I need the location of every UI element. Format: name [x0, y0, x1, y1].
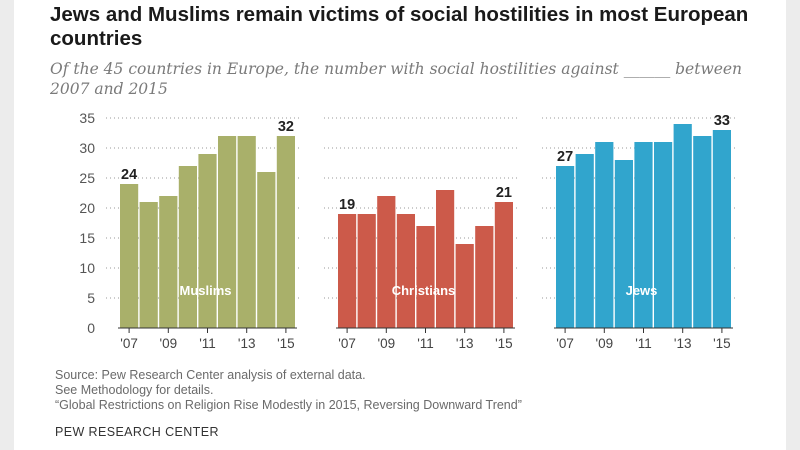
bar-jews	[634, 142, 653, 328]
bar-christians	[357, 214, 376, 328]
bar-jews	[673, 124, 692, 328]
y-tick-label: 10	[79, 260, 95, 276]
bar-christians	[455, 244, 474, 328]
bar-muslims	[237, 136, 256, 328]
chart-subtitle: Of the 45 countries in Europe, the numbe…	[50, 60, 743, 98]
pew-brand: PEW RESEARCH CENTER	[55, 425, 219, 439]
bar-christians	[416, 226, 435, 328]
y-tick-label: 20	[79, 200, 95, 216]
bar-christians	[494, 202, 513, 328]
source-note: Source: Pew Research Center analysis of …	[55, 368, 366, 382]
x-tick-label: '07	[556, 336, 574, 351]
x-tick-label: '15	[495, 336, 513, 351]
bar-christians	[436, 190, 455, 328]
bar-muslims	[218, 136, 237, 328]
bar-jews	[575, 154, 594, 328]
x-tick-label: '13	[456, 336, 474, 351]
x-tick-label: '13	[238, 336, 256, 351]
left-edge-strip	[0, 0, 14, 450]
bar-christians	[377, 196, 396, 328]
bar-christians	[475, 226, 494, 328]
series-label-christians: Christians	[392, 283, 456, 298]
bar-muslims	[159, 196, 178, 328]
bar-jews	[556, 166, 575, 328]
bar-christians	[338, 214, 357, 328]
bar-muslims	[276, 136, 295, 328]
x-tick-label: '11	[417, 336, 434, 351]
x-tick-label: '15	[277, 336, 295, 351]
x-tick-label: '15	[713, 336, 731, 351]
x-tick-label: '11	[635, 336, 652, 351]
report-note: “Global Restrictions on Religion Rise Mo…	[55, 398, 522, 412]
x-tick-label: '09	[378, 336, 396, 351]
y-tick-label: 30	[79, 140, 95, 156]
bar-muslims	[120, 184, 139, 328]
y-tick-label: 35	[79, 110, 95, 126]
data-label: 33	[714, 113, 730, 129]
data-label: 24	[121, 167, 137, 183]
x-tick-label: '09	[596, 336, 614, 351]
right-edge-strip	[786, 0, 800, 450]
bar-muslims	[257, 172, 276, 328]
data-label: 19	[339, 197, 355, 213]
x-tick-label: '11	[199, 336, 216, 351]
y-tick-label: 15	[79, 230, 95, 246]
x-tick-label: '07	[338, 336, 356, 351]
data-label: 27	[557, 149, 573, 165]
data-label: 21	[496, 185, 512, 201]
x-tick-label: '09	[160, 336, 178, 351]
bar-christians	[396, 214, 415, 328]
bar-muslims	[178, 166, 197, 328]
bar-muslims	[139, 202, 158, 328]
bar-jews	[595, 142, 614, 328]
y-tick-label: 0	[87, 320, 95, 336]
chart-title: Jews and Muslims remain victims of socia…	[50, 3, 749, 50]
bar-muslims	[198, 154, 217, 328]
source-notes: Source: Pew Research Center analysis of …	[55, 368, 775, 413]
data-label: 32	[278, 119, 294, 135]
x-tick-label: '07	[120, 336, 138, 351]
bar-jews	[693, 136, 712, 328]
methodology-note: See Methodology for details.	[55, 383, 214, 397]
bar-jews	[614, 160, 633, 328]
x-tick-label: '13	[674, 336, 692, 351]
y-tick-label: 5	[87, 290, 95, 306]
bar-jews	[654, 142, 673, 328]
chart-area: 0 5 10 15 20 25 30 35 24 32 Muslims '07 '09 '11 '13 '15…	[79, 110, 735, 351]
bar-jews	[712, 130, 731, 328]
series-label-jews: Jews	[626, 283, 658, 298]
series-label-muslims: Muslims	[179, 283, 231, 298]
y-tick-label: 25	[79, 170, 95, 186]
